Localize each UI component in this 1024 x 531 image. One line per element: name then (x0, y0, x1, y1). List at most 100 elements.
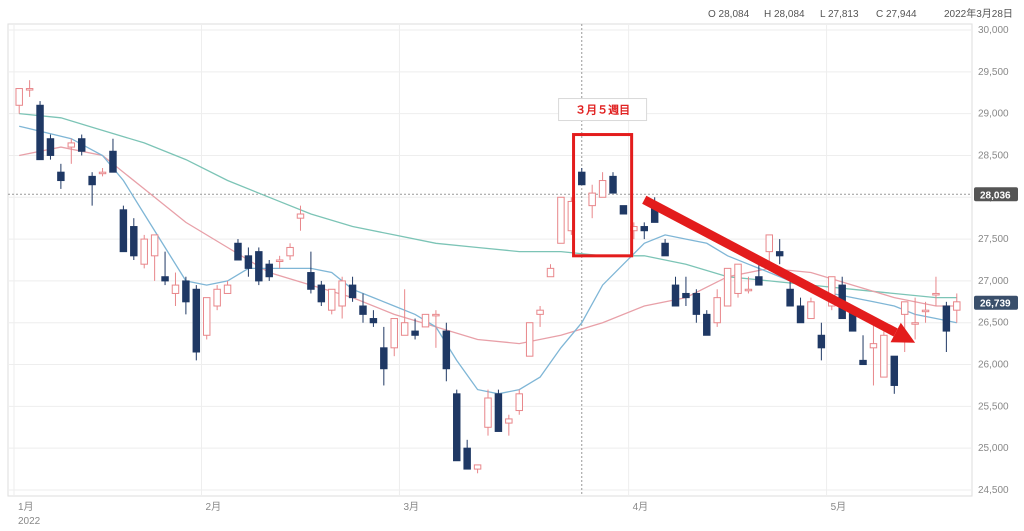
candle-body (546, 267, 555, 278)
candle (932, 276, 940, 306)
y-tick-label: 26,500 (978, 318, 1009, 329)
candle-body (98, 171, 107, 175)
x-tick-label: 5月 (831, 501, 847, 513)
candle (307, 251, 315, 294)
ohlc-close: C 27,944 (876, 9, 917, 20)
candle (546, 264, 555, 278)
candle (817, 322, 826, 361)
candle-body (536, 309, 544, 315)
candle (505, 414, 513, 436)
candle-body (359, 305, 367, 315)
candle (182, 276, 190, 315)
candle (213, 285, 221, 311)
candle (557, 196, 565, 244)
candle (473, 464, 482, 474)
candle (25, 80, 34, 97)
candle (328, 288, 336, 315)
crosshair-price-tag: 28,036 (974, 187, 1018, 202)
candle-body (869, 343, 878, 349)
candle-body (421, 313, 430, 328)
candle-body (953, 301, 961, 311)
x-tick-label: 3月 (403, 501, 419, 513)
candle-body (15, 88, 23, 106)
candle-body (182, 280, 190, 303)
y-axis: 30,00029,50029,00028,50028,00027,50027,0… (978, 25, 1009, 496)
x-tick-label: 2月 (206, 501, 222, 513)
candle-body (828, 276, 836, 307)
last-price: 26,739 (980, 299, 1011, 310)
candle-body (192, 288, 201, 353)
candle (609, 172, 617, 194)
candle-body (57, 171, 65, 182)
candle-body (223, 284, 232, 294)
candle-body (77, 138, 86, 152)
candle (775, 239, 784, 265)
plot-frame (7, 23, 973, 497)
candle (244, 247, 253, 277)
candle (807, 297, 815, 320)
candle (88, 172, 96, 206)
candle (515, 389, 523, 415)
candle (734, 263, 742, 298)
candle-body (786, 288, 794, 307)
candle (578, 168, 586, 186)
candle (942, 301, 951, 352)
candle (46, 134, 55, 160)
candle-body (88, 175, 96, 186)
candle (640, 222, 648, 240)
candle-body (244, 255, 253, 269)
candle (442, 322, 451, 382)
candle-body (275, 259, 284, 262)
y-tick-label: 25,000 (978, 443, 1009, 454)
x-tick-label: 1月 (18, 501, 34, 513)
candle (536, 306, 544, 327)
ohlc-date: 2022年3月28日 (944, 7, 1013, 20)
candle (192, 285, 201, 361)
candle-body (255, 251, 263, 282)
y-tick-label: 26,000 (978, 360, 1009, 371)
ohlc-low: L 27,813 (820, 9, 859, 20)
candle-body (453, 393, 461, 462)
candle-body (286, 246, 294, 257)
candle-body (432, 313, 440, 317)
candle (380, 326, 388, 386)
candle (921, 301, 930, 323)
candle-body (921, 309, 930, 313)
candle-body (755, 276, 763, 286)
ma-mid-line (19, 146, 957, 345)
candle (119, 205, 128, 253)
candle-body (578, 171, 586, 186)
candle-body (703, 313, 711, 336)
grid (7, 23, 973, 497)
candle-body (171, 284, 180, 294)
candle (77, 134, 86, 156)
annotations: ３月５週目 (558, 98, 916, 343)
candle (255, 247, 263, 286)
candle-body (744, 288, 753, 292)
ma-long-line (19, 112, 957, 299)
candle-body (713, 297, 721, 324)
candle-body (942, 305, 951, 332)
candle-body (400, 322, 409, 336)
candle-body (859, 359, 867, 366)
candle-body (640, 226, 648, 232)
candle-body (911, 322, 919, 325)
candle (265, 260, 273, 281)
candle (786, 280, 794, 307)
y-tick-label: 29,000 (978, 109, 1009, 120)
candle (828, 276, 836, 311)
candle-body (338, 280, 346, 307)
candle-body (723, 267, 732, 307)
candle (671, 276, 680, 307)
ohlc-open: O 28,084 (708, 9, 750, 20)
candle (130, 218, 138, 260)
candle (234, 239, 242, 261)
candle-body (890, 355, 899, 386)
candle-body (348, 284, 357, 299)
x-tick-label: 4月 (633, 501, 649, 513)
y-tick-label: 30,000 (978, 25, 1009, 36)
candle-body (661, 242, 669, 257)
candle (463, 439, 471, 470)
candle-body (213, 288, 221, 307)
